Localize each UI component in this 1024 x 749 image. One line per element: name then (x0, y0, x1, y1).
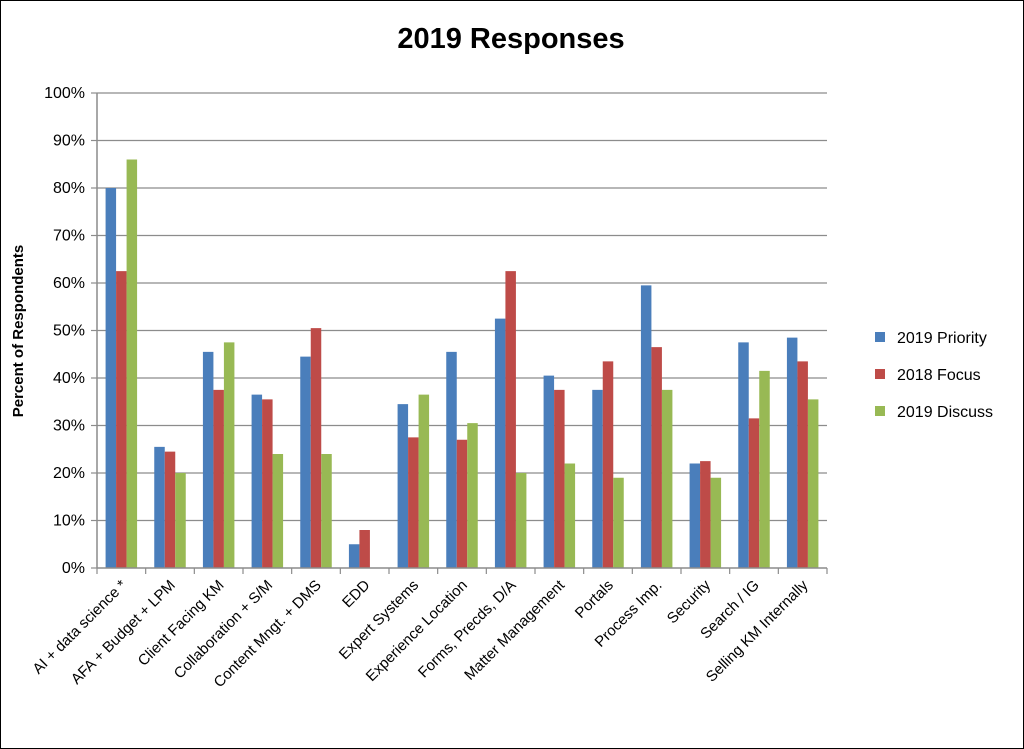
y-tick-label: 0% (62, 560, 85, 577)
legend-swatch (875, 332, 885, 342)
bar-priority-2019 (592, 389, 603, 568)
x-tick-label: Client Facing KM (135, 577, 228, 670)
legend-label: 2019 Discuss (897, 404, 993, 421)
bar-priority-2019 (251, 394, 263, 568)
y-tick-label: 20% (53, 465, 85, 482)
axes (96, 93, 828, 574)
bar-priority-2019 (202, 351, 214, 568)
bar-focus-2018 (700, 461, 711, 568)
bar-focus-2018 (456, 439, 468, 568)
x-tick-labels: AI + data science *AFA + Budget + LPMCli… (29, 576, 811, 691)
bar-priority-2019 (154, 446, 165, 568)
bar-focus-2018 (164, 451, 176, 568)
bar-discuss-2019 (321, 454, 332, 568)
bar-focus-2018 (797, 361, 808, 568)
bars (105, 159, 819, 568)
y-tick-label: 50% (53, 323, 85, 340)
y-tick-label: 60% (53, 275, 85, 292)
bar-discuss-2019 (710, 477, 722, 568)
bar-priority-2019 (300, 356, 311, 568)
bar-focus-2018 (213, 389, 224, 568)
legend-label: 2019 Priority (897, 330, 987, 347)
bar-discuss-2019 (126, 159, 138, 568)
y-tick-label: 30% (53, 418, 85, 435)
bar-focus-2018 (602, 361, 614, 568)
y-tick-label: 10% (53, 513, 85, 530)
bar-discuss-2019 (175, 473, 186, 568)
bar-priority-2019 (397, 404, 409, 568)
legend-swatch (875, 369, 885, 379)
legend-swatch (875, 406, 885, 416)
bar-priority-2019 (640, 285, 652, 568)
y-tick-label: 100% (44, 85, 85, 102)
y-axis-label: Percent of Respondents (10, 245, 27, 418)
bar-priority-2019 (105, 188, 117, 568)
bar-discuss-2019 (223, 342, 235, 568)
y-tick-label: 90% (53, 133, 85, 150)
bar-focus-2018 (651, 347, 662, 568)
y-tick-label: 40% (53, 370, 85, 387)
bar-discuss-2019 (564, 463, 576, 568)
bar-focus-2018 (310, 328, 322, 568)
bar-discuss-2019 (759, 370, 770, 568)
y-tick-label: 70% (53, 228, 85, 245)
y-tick-labels: 0% 10% 20% 30% 40% 50% 60% 70% 80% 90% 100% (44, 85, 85, 577)
bar-discuss-2019 (418, 394, 430, 568)
bar-discuss-2019 (467, 423, 478, 568)
bar-focus-2018 (408, 437, 419, 568)
legend: 2019 Priority 2018 Focus 2019 Discuss (875, 330, 993, 421)
bar-priority-2019 (689, 463, 701, 568)
bar-discuss-2019 (613, 477, 624, 568)
bar-focus-2018 (748, 418, 760, 568)
bar-focus-2018 (554, 389, 565, 568)
y-tick-label: 80% (53, 180, 85, 197)
x-tick-label: EDD (339, 577, 374, 612)
legend-label: 2018 Focus (897, 367, 981, 384)
bar-discuss-2019 (515, 473, 527, 568)
bar-focus-2018 (359, 530, 370, 568)
bar-discuss-2019 (272, 454, 284, 568)
bar-priority-2019 (446, 351, 457, 568)
bar-focus-2018 (505, 271, 516, 568)
bar-priority-2019 (348, 544, 360, 568)
bar-priority-2019 (738, 342, 749, 568)
bar-discuss-2019 (807, 399, 819, 568)
chart-title: 2019 Responses (397, 23, 624, 55)
bar-priority-2019 (786, 337, 798, 568)
bar-discuss-2019 (661, 389, 673, 568)
bar-priority-2019 (494, 318, 506, 568)
x-tick-label: Portals (572, 577, 617, 622)
bar-focus-2018 (262, 399, 273, 568)
bar-priority-2019 (543, 375, 555, 568)
bar-focus-2018 (116, 271, 127, 568)
